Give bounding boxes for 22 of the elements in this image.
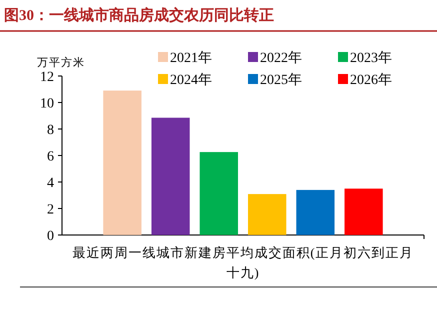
y-tick-label: 8: [47, 123, 54, 138]
bar: [103, 90, 142, 235]
x-tick-label: 最近两周一线城市新建房平均成交面积(正月初六到正月十九): [72, 245, 414, 280]
legend-label: 2021年: [170, 50, 212, 66]
bar: [200, 152, 238, 235]
y-axis-title: 万平方米: [37, 56, 85, 69]
legend-label: 2025年: [260, 72, 302, 88]
legend-label: 2023年: [350, 50, 392, 66]
legend-label: 2022年: [260, 50, 302, 66]
chart-title: 图30：一线城市商品房成交农历同比转正: [4, 6, 274, 24]
y-tick-label: 10: [40, 96, 54, 112]
bar: [151, 118, 190, 235]
y-tick-label: 12: [40, 70, 54, 85]
y-tick-label: 2: [47, 202, 54, 218]
bar: [296, 190, 335, 235]
bar: [344, 188, 383, 235]
y-tick-label: 4: [47, 176, 54, 191]
y-tick-label: 6: [47, 150, 54, 164]
legend-label: 2024年: [170, 72, 212, 88]
y-tick-label: 0: [47, 229, 54, 244]
bar: [248, 194, 286, 235]
legend-label: 2026年: [350, 72, 392, 88]
